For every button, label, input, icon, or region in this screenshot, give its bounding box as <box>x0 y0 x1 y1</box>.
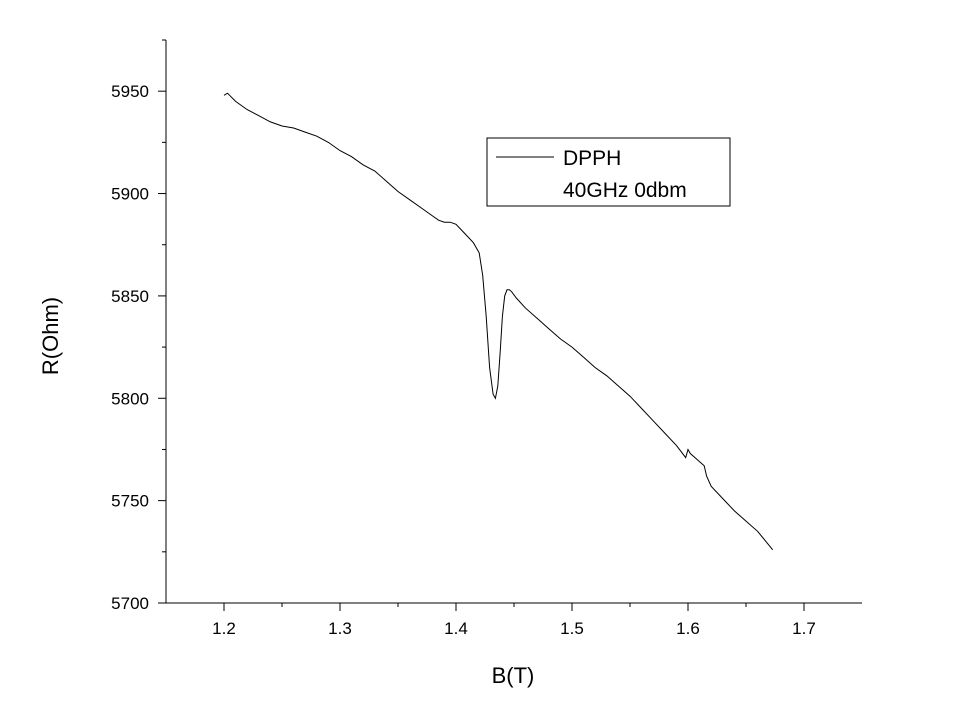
y-axis-title: R(Ohm) <box>38 297 63 375</box>
x-tick-label: 1.6 <box>676 619 700 638</box>
y-tick-label: 5900 <box>111 185 149 204</box>
y-tick-label: 5950 <box>111 82 149 101</box>
y-tick-label: 5850 <box>111 287 149 306</box>
x-tick-label: 1.2 <box>212 619 236 638</box>
series-line-dpph <box>223 92 774 551</box>
x-tick-label: 1.4 <box>444 619 468 638</box>
x-tick-label: 1.3 <box>328 619 352 638</box>
legend: DPPH 40GHz 0dbm <box>486 137 731 207</box>
x-tick-label: 1.7 <box>792 619 816 638</box>
legend-entry-condition: 40GHz 0dbm <box>563 179 687 202</box>
y-tick-label: 5700 <box>111 594 149 613</box>
y-tick-labels: 5700 5750 5800 5850 5900 5950 <box>111 82 149 613</box>
x-axis-title: B(T) <box>492 663 535 688</box>
tick-marks <box>158 39 805 611</box>
x-tick-labels: 1.2 1.3 1.4 1.5 1.6 1.7 <box>212 619 816 638</box>
y-tick-label: 5750 <box>111 492 149 511</box>
x-tick-label: 1.5 <box>560 619 584 638</box>
axes <box>165 40 862 604</box>
legend-entry-series: DPPH <box>563 147 621 170</box>
legend-box <box>486 137 731 207</box>
y-tick-label: 5800 <box>111 389 149 408</box>
